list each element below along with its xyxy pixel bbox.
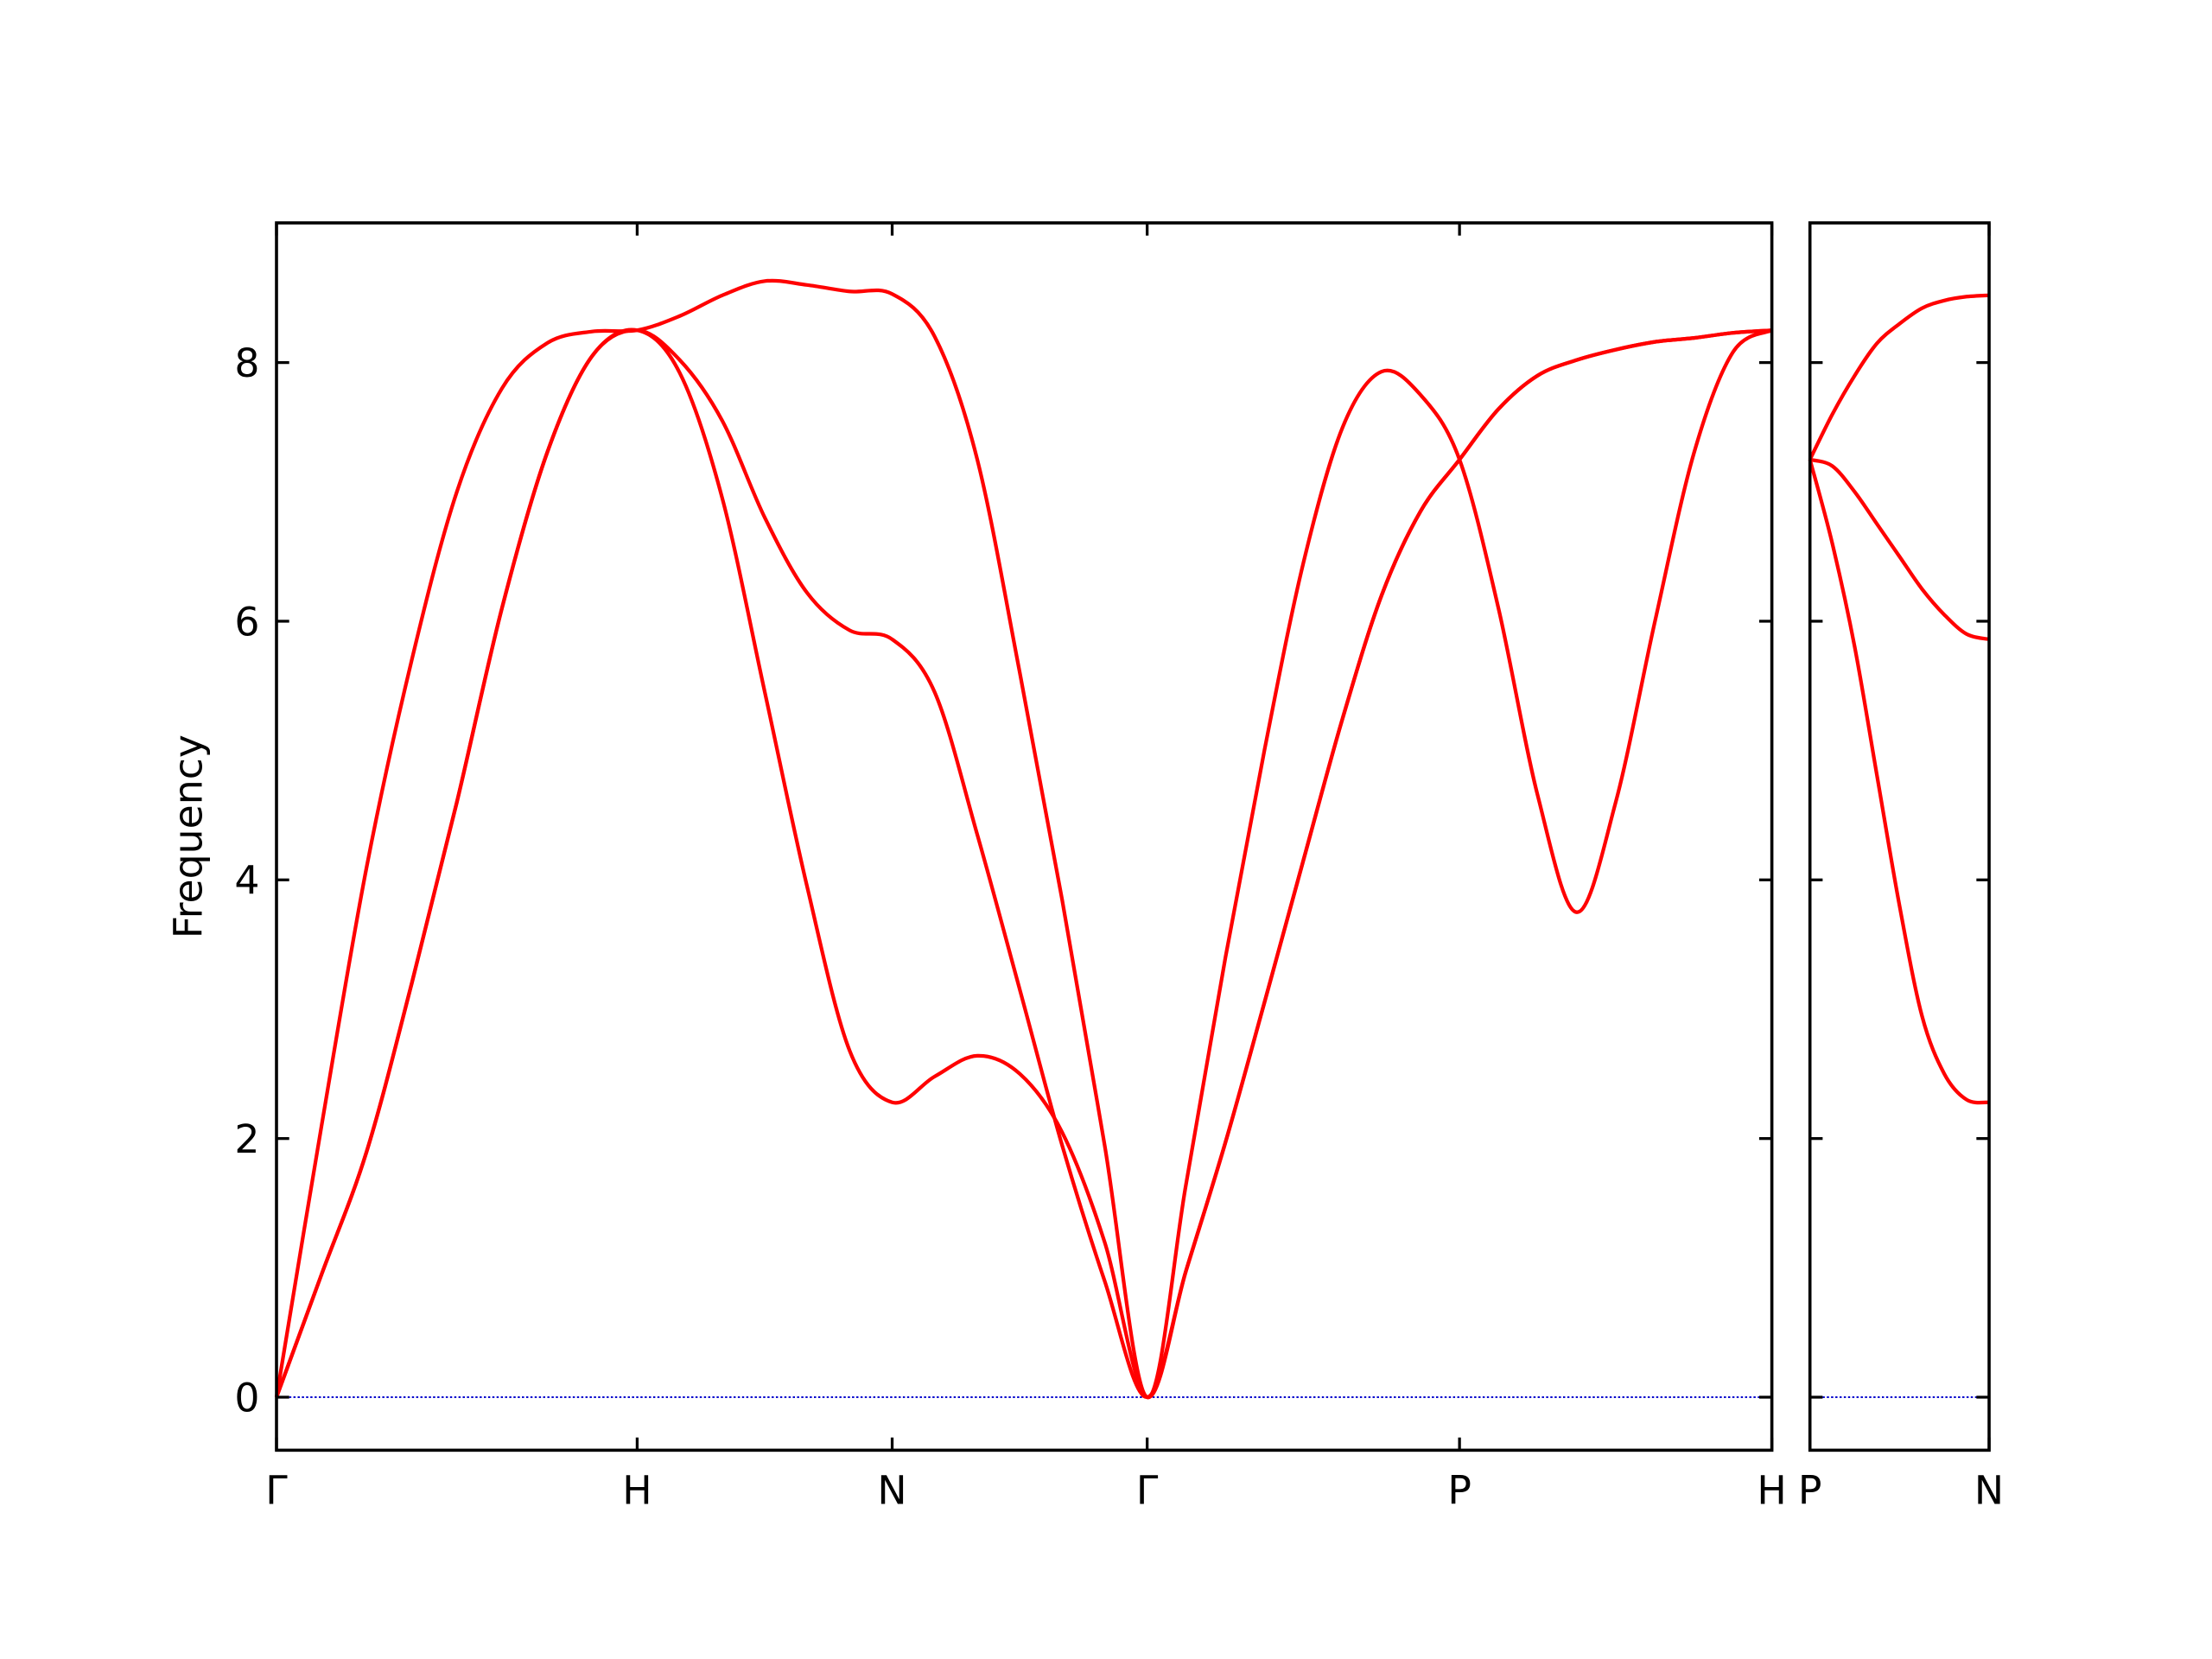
plot-frame [1808, 221, 1991, 1452]
band-line [274, 278, 1773, 1400]
x-tick-label: P [1447, 1467, 1471, 1513]
band-line [275, 327, 1772, 1400]
x-tick-label: P [1798, 1467, 1822, 1513]
y-tick-label: 0 [234, 1375, 259, 1421]
band-line [275, 328, 1772, 1400]
x-tick-label: Γ [1136, 1467, 1159, 1513]
plot-frame [275, 221, 1774, 1452]
x-tick-label: Γ [265, 1467, 288, 1513]
band-line [1808, 293, 1990, 461]
band-line [1808, 459, 1990, 1105]
x-tick-label: N [877, 1467, 906, 1513]
y-tick-label: 2 [234, 1116, 259, 1162]
x-tick-label: H [1757, 1467, 1786, 1513]
x-tick-label: H [622, 1467, 652, 1513]
y-tick-label: 8 [234, 340, 259, 386]
band-line [1809, 457, 1990, 641]
y-tick-label: 4 [234, 858, 259, 904]
y-axis-label: Frequency [165, 734, 211, 938]
x-tick-label: N [1974, 1467, 2004, 1513]
y-tick-label: 6 [234, 599, 259, 645]
